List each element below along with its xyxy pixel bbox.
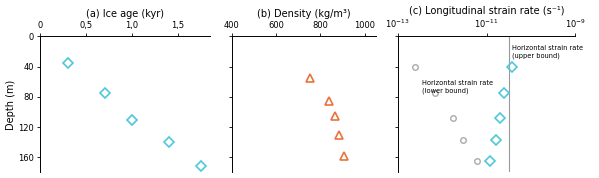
Y-axis label: Depth (m): Depth (m): [5, 79, 16, 130]
X-axis label: (a) Ice age (kyr): (a) Ice age (kyr): [86, 9, 164, 19]
X-axis label: (c) Longitudinal strain rate (s⁻¹): (c) Longitudinal strain rate (s⁻¹): [409, 6, 564, 15]
X-axis label: (b) Density (kg/m³): (b) Density (kg/m³): [257, 9, 350, 19]
Text: Horizontal strain rate
(lower bound): Horizontal strain rate (lower bound): [422, 80, 493, 94]
Text: Horizontal strain rate
(upper bound): Horizontal strain rate (upper bound): [512, 45, 583, 59]
